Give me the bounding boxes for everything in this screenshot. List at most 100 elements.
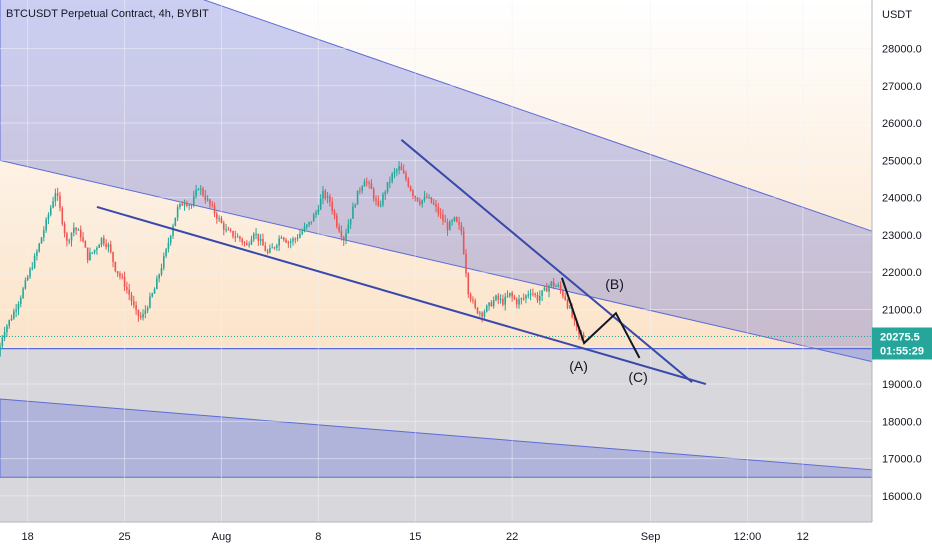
candle-body [276, 245, 278, 248]
candle-body [112, 252, 114, 262]
x-tick-label: 12:00 [734, 531, 762, 543]
candle-body [227, 229, 230, 231]
candle-body [430, 197, 433, 203]
time-axis-bg [0, 522, 932, 550]
y-tick-label: 26000.0 [882, 118, 922, 130]
y-tick-label: 23000.0 [882, 230, 922, 242]
candle-body [391, 173, 393, 182]
candle-body [280, 237, 283, 239]
candle-body [169, 235, 172, 243]
candle-body [342, 236, 345, 241]
candle-body [56, 193, 59, 196]
candle-body [534, 293, 536, 295]
candle-body [49, 207, 52, 215]
candle-body [202, 188, 204, 196]
candle-body [287, 242, 290, 244]
candle-body [123, 276, 126, 288]
candle-body [229, 229, 232, 232]
candle-body [3, 332, 6, 338]
candle-body [126, 287, 128, 290]
candle-body [250, 239, 253, 245]
candle-body [47, 214, 50, 220]
candle-body [453, 217, 456, 221]
y-tick-label: 21000.0 [882, 304, 922, 316]
candle-body [469, 294, 472, 300]
candle-body [345, 232, 347, 241]
candle-body [234, 236, 237, 238]
candle-body [509, 292, 511, 296]
candle-body [269, 248, 271, 253]
candle-body [98, 244, 100, 248]
candle-body [114, 261, 117, 272]
candle-body [68, 240, 71, 242]
candle-body [352, 206, 354, 219]
candle-body [160, 268, 163, 275]
candle-body [467, 273, 470, 295]
x-tick-label: Aug [212, 531, 232, 543]
candle-body [419, 201, 421, 205]
candle-body [15, 309, 17, 312]
candle-body [347, 224, 350, 233]
x-tick-label: 15 [409, 531, 421, 543]
candle-body [213, 205, 216, 214]
candle-body [573, 317, 576, 320]
x-tick-label: 12 [797, 531, 809, 543]
candle-body [220, 218, 223, 223]
candle-body [303, 226, 306, 232]
candle-body [377, 200, 380, 206]
candle-body [43, 230, 45, 238]
candle-body [96, 247, 98, 250]
candle-body [142, 313, 144, 318]
trendline-layer [96, 139, 707, 386]
candle-body [421, 200, 423, 205]
candle-body [52, 201, 54, 208]
candle-body [310, 221, 313, 223]
candle-body [77, 229, 80, 231]
candle-body [326, 196, 329, 199]
candle-body [176, 207, 179, 218]
candle-body [363, 181, 366, 187]
candle-body [356, 190, 359, 205]
candle-body [384, 191, 387, 195]
candle-body [38, 243, 41, 252]
candle-body [368, 182, 370, 184]
candle-body [402, 170, 405, 174]
candle-body [536, 294, 539, 301]
candle-body [107, 244, 110, 247]
candle-body [437, 206, 440, 214]
wave-layer: (A) (B) (C) [561, 276, 648, 385]
candle-body [398, 166, 400, 170]
countdown-label: 01:55:29 [880, 345, 924, 357]
candle-body [296, 237, 299, 239]
y-tick-label: 22000.0 [882, 267, 922, 279]
candle-body [252, 233, 255, 240]
candle-body [204, 195, 207, 200]
candle-body [54, 193, 57, 202]
candle-body [409, 186, 412, 191]
candle-body [566, 299, 569, 308]
candle-body [495, 295, 497, 301]
candle-body [485, 305, 488, 312]
candle-body [301, 231, 304, 234]
candle-body [423, 196, 426, 201]
candle-body [8, 320, 11, 326]
wave-label: (A) [569, 358, 588, 374]
candle-body [282, 237, 285, 240]
candle-body [119, 273, 121, 277]
candle-body [137, 309, 140, 316]
candle-body [552, 281, 555, 287]
candle-body [216, 213, 218, 219]
candle-body [462, 231, 465, 254]
candle-body [499, 299, 502, 301]
candle-body [306, 224, 308, 227]
candle-body [372, 189, 375, 199]
candle-body [571, 307, 573, 318]
candle-body [17, 303, 20, 310]
candle-body [474, 300, 477, 308]
candle-body [45, 219, 47, 231]
candle-body [151, 293, 154, 297]
price-tag-background [872, 327, 932, 360]
x-tick-label: 8 [315, 531, 321, 543]
